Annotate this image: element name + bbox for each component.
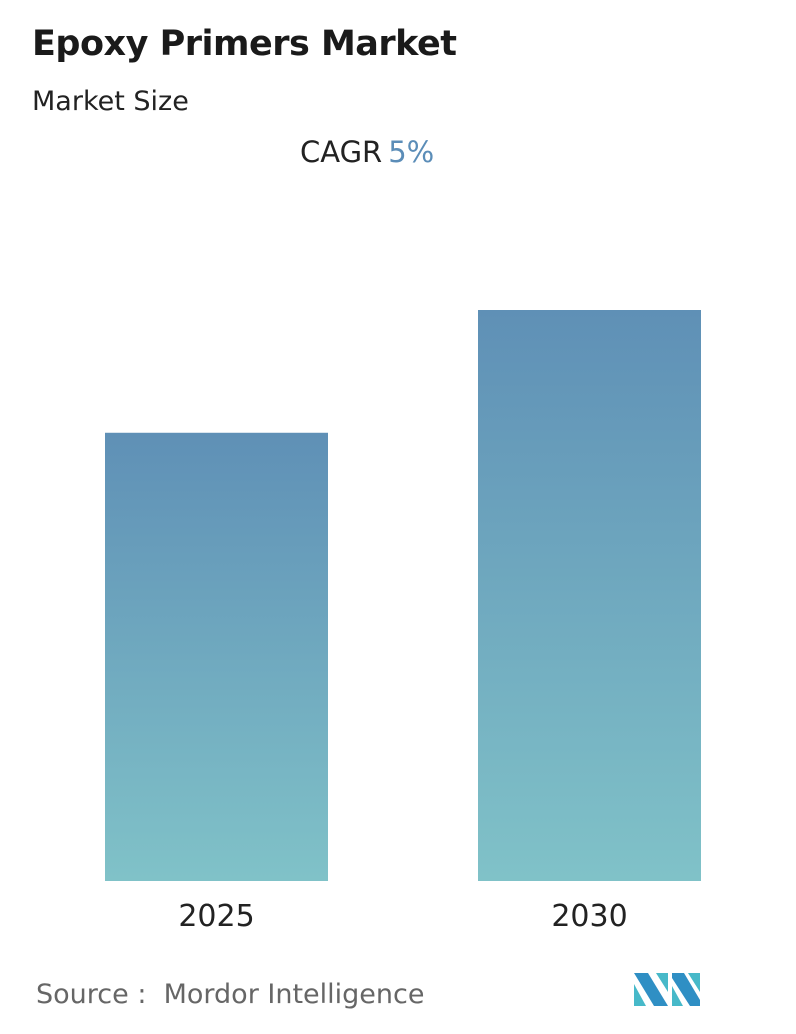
source-line: Source : Mordor Intelligence [36,979,424,1010]
bar-2025 [105,432,328,881]
source-label: Source : [36,979,147,1010]
x-tick-label: 2025 [178,899,254,934]
cagr-value: 5% [388,135,435,169]
bar-2030 [478,310,701,881]
source-name: Mordor Intelligence [163,979,425,1010]
mordor-logo [634,973,700,1006]
chart-subtitle: Market Size [32,86,189,117]
x-tick-label: 2030 [551,899,627,934]
cagr-text: CAGR [300,135,383,169]
cagr-label: CAGR 5% [300,135,434,169]
chart-title: Epoxy Primers Market [32,24,457,64]
